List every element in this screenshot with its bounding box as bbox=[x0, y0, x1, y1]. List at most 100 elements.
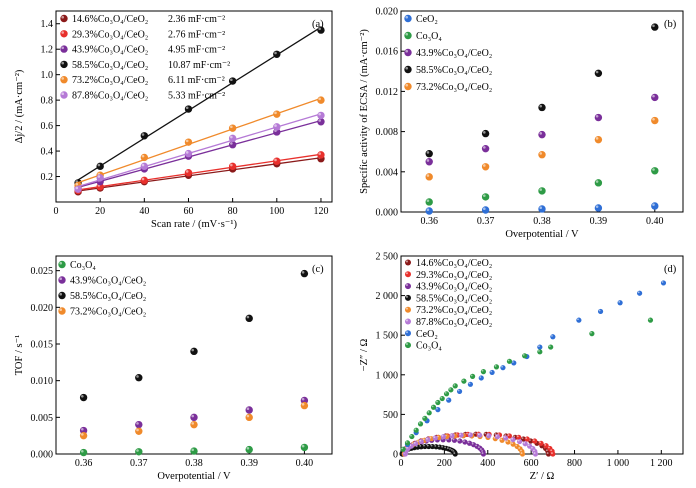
panel-d-series-2-point-22 bbox=[480, 451, 487, 457]
panel-d-series-1-point-10-shine bbox=[466, 432, 468, 435]
panel-d-series-5-point-11 bbox=[467, 432, 474, 438]
panel-d-series-6-point-14 bbox=[576, 317, 582, 323]
panel-d-series-5-point-4-shine bbox=[413, 441, 416, 444]
panel-b-ytick-label-3: 0.012 bbox=[376, 87, 399, 98]
panel-d-series-7-point-16-shine bbox=[494, 365, 497, 367]
panel-a-series-3-point-1-shine bbox=[97, 163, 101, 167]
panel-d-series-6-point-6-shine bbox=[468, 382, 471, 385]
panel-a-series-1-point-6 bbox=[317, 151, 325, 159]
panel-b-series-0-point-1-shine bbox=[483, 207, 486, 210]
panel-d-legend-0-marker-shine bbox=[405, 260, 409, 263]
panel-b-series-4-point-1-shine bbox=[483, 164, 486, 167]
panel-b-series-2-point-0 bbox=[425, 158, 433, 166]
panel-d-series-0-point-13-shine bbox=[494, 433, 497, 436]
panel-b-series-4-point-3-shine bbox=[595, 137, 599, 140]
panel-a-annotation-4: 6.11 mF·cm⁻² bbox=[168, 75, 225, 86]
panel-a-series-3-point-2 bbox=[140, 132, 149, 140]
panel-d-series-1-point-15-shine bbox=[516, 435, 519, 438]
panel-b-series-4-point-2 bbox=[538, 151, 546, 159]
panel-d-legend-6-marker-shine bbox=[405, 331, 409, 334]
panel-d-series-5-point-21-shine bbox=[533, 449, 535, 452]
panel-d-series-5-point-15 bbox=[502, 435, 509, 441]
panel-d-legend-4-marker-shine bbox=[405, 307, 409, 310]
panel-d-series-6-point-15-shine bbox=[598, 309, 601, 312]
panel-d-series-3-point-11-shine bbox=[426, 444, 429, 447]
panel-c-series-1-point-3 bbox=[245, 406, 253, 414]
panel-a-legend-1-label: 29.3%Co₃O₄/CeO₂ bbox=[72, 29, 148, 40]
panel-d-series-5-point-5 bbox=[418, 438, 424, 445]
panel-a-series-5-point-0-shine bbox=[75, 186, 79, 190]
panel-a-series-3-point-5-shine bbox=[274, 51, 277, 55]
panel-d-legend-5-marker bbox=[405, 318, 411, 325]
panel-d-legend-7-marker-shine bbox=[405, 343, 409, 346]
panel-c-series-3-point-0 bbox=[79, 431, 88, 440]
panel-d-series-2-point-14 bbox=[457, 438, 463, 444]
panel-d-xtick-label-0: 0 bbox=[399, 458, 404, 469]
panel-d: (d) 0 200 400 600 800 1 000 1 200 0 500 1 000 1 50… bbox=[359, 252, 684, 482]
panel-d-series-5-point-14-shine bbox=[495, 434, 498, 437]
panel-a-series-2-fit bbox=[77, 119, 322, 189]
panel-a-xtick-label-3: 60 bbox=[183, 206, 193, 217]
panel-a-series-1-point-2-shine bbox=[141, 177, 145, 181]
panel-c-legend-0-marker-shine bbox=[59, 261, 63, 265]
panel-b-series-0-point-2-shine bbox=[539, 206, 543, 209]
panel-a-legend-4-marker-shine bbox=[61, 77, 64, 80]
panel-d-series-5-point-9 bbox=[449, 433, 455, 439]
panel-d-series-6-point-3-shine bbox=[436, 407, 438, 410]
panel-c-series-2-point-2-shine bbox=[191, 348, 194, 352]
panel-c-ytick-label-3: 0.015 bbox=[31, 340, 54, 351]
panel-a-legend-5-marker bbox=[60, 91, 68, 99]
panel-b-series-3-point-4-shine bbox=[652, 24, 655, 28]
panel-c-legend-0-marker bbox=[58, 260, 66, 269]
panel-d-series-1-point-22-shine bbox=[551, 452, 553, 454]
panel-c-legend-1-label: 43.9%Co₃O₄/CeO₂ bbox=[70, 276, 146, 287]
panel-d-series-4-point-22-shine bbox=[520, 452, 523, 454]
panel-d-legend-0-marker bbox=[405, 259, 411, 266]
panel-b-series-0-point-1 bbox=[481, 206, 490, 214]
panel-d-series-5-point-18-shine bbox=[523, 441, 526, 444]
panel-d-series-2-point-17-shine bbox=[471, 442, 474, 445]
panel-d-series-4-point-15-shine bbox=[493, 436, 496, 439]
panel-a-xtick-label-5: 100 bbox=[269, 206, 284, 217]
panel-d-series-5-point-11-shine bbox=[468, 433, 471, 435]
panel-d-series-1-point-19-shine bbox=[544, 443, 547, 446]
panel-d-series-4-point-20-shine bbox=[518, 447, 521, 449]
panel-b-legend-3-marker-shine bbox=[405, 66, 408, 70]
panel-d-series-7-point-7-shine bbox=[431, 405, 434, 408]
panel-b-legend-0-marker bbox=[404, 14, 412, 23]
panel-d-series-5-point-17 bbox=[516, 438, 523, 445]
panel-d-series-5-point-7 bbox=[432, 435, 438, 441]
panel-d-legend-1-marker bbox=[405, 271, 411, 278]
panel-c-series-2-point-4-shine bbox=[301, 271, 305, 274]
panel-d-series-3-point-14-shine bbox=[437, 445, 440, 448]
panel-d-series-3-point-13-shine bbox=[434, 444, 437, 447]
panel-d-series-6-point-5 bbox=[456, 388, 463, 395]
panel-b-series-3-point-2-shine bbox=[539, 104, 543, 108]
panel-c-series-1-point-3-shine bbox=[246, 407, 250, 410]
panel-c-ytick-label-0: 0.000 bbox=[31, 450, 54, 461]
panel-a-series-3-point-3-shine bbox=[185, 106, 189, 110]
panel-a-series-1-point-3 bbox=[184, 169, 193, 177]
panel-d-series-2-point-15-shine bbox=[463, 440, 465, 443]
panel-c-series-3-point-4 bbox=[300, 401, 309, 410]
panel-d-series-6-point-18 bbox=[660, 280, 667, 286]
panel-a-series-4-point-6 bbox=[317, 96, 325, 104]
panel-d-series-1-point-16-shine bbox=[525, 437, 528, 440]
panel-c-series-2-point-1 bbox=[135, 374, 143, 382]
panel-d-series-5-point-7-shine bbox=[433, 436, 436, 439]
panel-d-series-6-point-9 bbox=[500, 365, 506, 371]
panel-a-xtick-label-0: 0 bbox=[54, 206, 59, 217]
panel-b-series-3-point-3 bbox=[594, 69, 603, 78]
panel-d-series-7-point-14 bbox=[469, 373, 476, 379]
panel-a-series-2-point-6-shine bbox=[318, 119, 321, 122]
panel-a-ytick-label-2: 0.6 bbox=[41, 121, 54, 132]
panel-a-series-1-point-2 bbox=[140, 176, 149, 185]
panel-a-legend-1-marker bbox=[60, 30, 68, 38]
panel-d-series-5-point-10-shine bbox=[459, 433, 462, 436]
panel-a-series-5-point-1 bbox=[96, 174, 104, 182]
panel-d-series-4-point-17-shine bbox=[506, 440, 509, 443]
panel-c-series-2-point-1-shine bbox=[136, 375, 139, 378]
panel-c-series-1-point-0-shine bbox=[81, 427, 84, 431]
panel-d-legend-1-label: 29.3%Co₃O₄/CeO₂ bbox=[416, 270, 492, 281]
panel-d-series-7-point-6 bbox=[426, 410, 432, 416]
